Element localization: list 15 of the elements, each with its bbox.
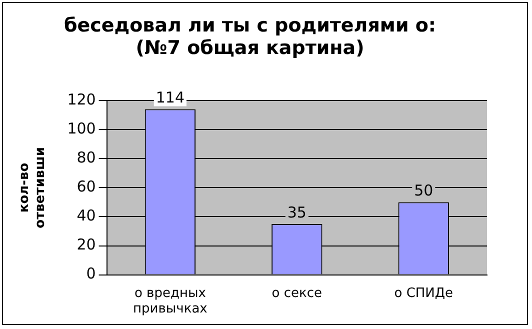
- x-tick-label: о СПИДе: [394, 286, 454, 301]
- y-tick-label: 40: [76, 206, 96, 225]
- y-tick-label: 20: [76, 236, 96, 254]
- data-label: 114: [156, 88, 185, 107]
- y-tick-label: 100: [67, 120, 96, 138]
- chart-title: беседовал ли ты с родителями о: (№7 общая картина): [64, 14, 436, 60]
- y-tick-label: 60: [76, 178, 96, 196]
- y-axis-title: кол-во ответивши: [17, 147, 48, 228]
- y-tick-label: 80: [76, 148, 96, 167]
- data-label: 50: [414, 182, 434, 200]
- y-tick-label: 120: [67, 90, 96, 108]
- data-label: 35: [287, 203, 306, 222]
- x-tick-label: о вредных привычках: [133, 286, 208, 317]
- y-tick-label: 0: [86, 264, 96, 283]
- x-tick-label: о сексе: [272, 286, 322, 301]
